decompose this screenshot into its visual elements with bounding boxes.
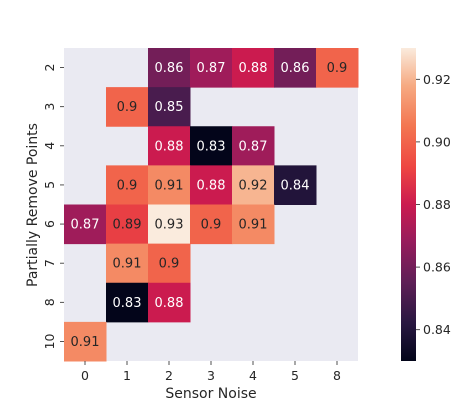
x-axis-label: Sensor Noise [165, 386, 256, 402]
y-tick-label: 8 [42, 298, 57, 306]
heatmap-cell [148, 204, 191, 245]
heatmap-cell [274, 48, 317, 88]
cell-value-label: 0.88 [155, 296, 184, 311]
colorbar-tick-label: 0.84 [423, 322, 451, 337]
x-tick-label: 3 [207, 368, 215, 383]
y-tick-label: 3 [42, 103, 57, 111]
cell-value-label: 0.85 [155, 100, 184, 115]
heatmap-cell [148, 243, 191, 284]
y-axis-label: Partially Remove Points [25, 123, 41, 287]
y-tick-label: 2 [42, 64, 57, 72]
cell-value-label: 0.88 [197, 178, 226, 193]
cell-value-label: 0.93 [155, 218, 184, 233]
y-tick-label: 7 [42, 259, 57, 267]
y-tick-label: 4 [42, 142, 57, 150]
y-ticks: 2 3 4 5 6 7 8 10 [42, 64, 64, 349]
heatmap-cell [232, 165, 275, 205]
heatmap-cell [232, 204, 275, 245]
cell-value-label: 0.9 [327, 61, 348, 76]
cell-value-label: 0.9 [159, 257, 180, 272]
heatmap-cell [232, 126, 275, 166]
heatmap-cell [232, 48, 275, 88]
cell-value-label: 0.84 [281, 178, 310, 193]
heatmap-cell [148, 48, 191, 88]
cell-value-label: 0.87 [239, 139, 268, 154]
heatmap-cell [148, 87, 191, 127]
colorbar-tick-label: 0.92 [423, 72, 451, 87]
cell-value-label: 0.87 [197, 61, 226, 76]
heatmap-cell [190, 126, 233, 166]
x-tick-label: 1 [123, 368, 131, 383]
heatmap-cell [190, 48, 233, 88]
heatmap-cells: 0.86 0.87 0.88 0.86 0.9 0.9 0.85 0.88 0.83 0.87 0.… [64, 48, 359, 362]
cell-value-label: 0.9 [117, 178, 138, 193]
cell-value-label: 0.9 [201, 218, 222, 233]
colorbar-tick-label: 0.90 [423, 134, 451, 149]
cell-value-label: 0.88 [155, 139, 184, 154]
cell-value-label: 0.89 [113, 218, 142, 233]
heatmap-cell [148, 126, 191, 166]
cell-value-label: 0.83 [113, 296, 142, 311]
heatmap-cell [316, 48, 359, 88]
x-tick-label: 5 [291, 368, 299, 383]
heatmap-cell [64, 204, 107, 245]
x-tick-label: 2 [165, 368, 173, 383]
cell-value-label: 0.91 [71, 335, 100, 350]
x-ticks: 0 1 2 3 4 5 8 [81, 361, 341, 383]
heatmap-cell [148, 282, 191, 323]
cell-value-label: 0.91 [155, 178, 184, 193]
cell-value-label: 0.86 [281, 61, 310, 76]
colorbar-tick-label: 0.86 [423, 260, 451, 275]
x-tick-label: 8 [333, 368, 341, 383]
heatmap-cell [64, 321, 107, 362]
cell-value-label: 0.86 [155, 61, 184, 76]
cell-value-label: 0.9 [117, 100, 138, 115]
colorbar-tick-label: 0.88 [423, 197, 451, 212]
heatmap-cell [190, 165, 233, 205]
x-tick-label: 4 [249, 368, 257, 383]
heatmap-cell [106, 87, 149, 127]
cell-value-label: 0.91 [113, 257, 142, 272]
y-tick-label: 6 [42, 220, 57, 228]
y-tick-label: 10 [42, 333, 57, 349]
cell-value-label: 0.87 [71, 218, 100, 233]
heatmap-cell [106, 204, 149, 245]
cell-value-label: 0.88 [239, 61, 268, 76]
cell-value-label: 0.91 [239, 218, 268, 233]
x-tick-label: 0 [81, 368, 89, 383]
heatmap-cell [106, 165, 149, 205]
colorbar [401, 48, 416, 361]
cell-value-label: 0.92 [239, 178, 268, 193]
colorbar-ticks: 0.84 0.86 0.88 0.90 0.92 [416, 72, 451, 337]
heatmap-cell [148, 165, 191, 205]
heatmap-cell [106, 243, 149, 284]
heatmap-cell [274, 165, 317, 205]
y-tick-label: 5 [42, 181, 57, 189]
cell-value-label: 0.83 [197, 139, 226, 154]
heatmap-cell [106, 282, 149, 323]
heatmap-cell [190, 204, 233, 245]
